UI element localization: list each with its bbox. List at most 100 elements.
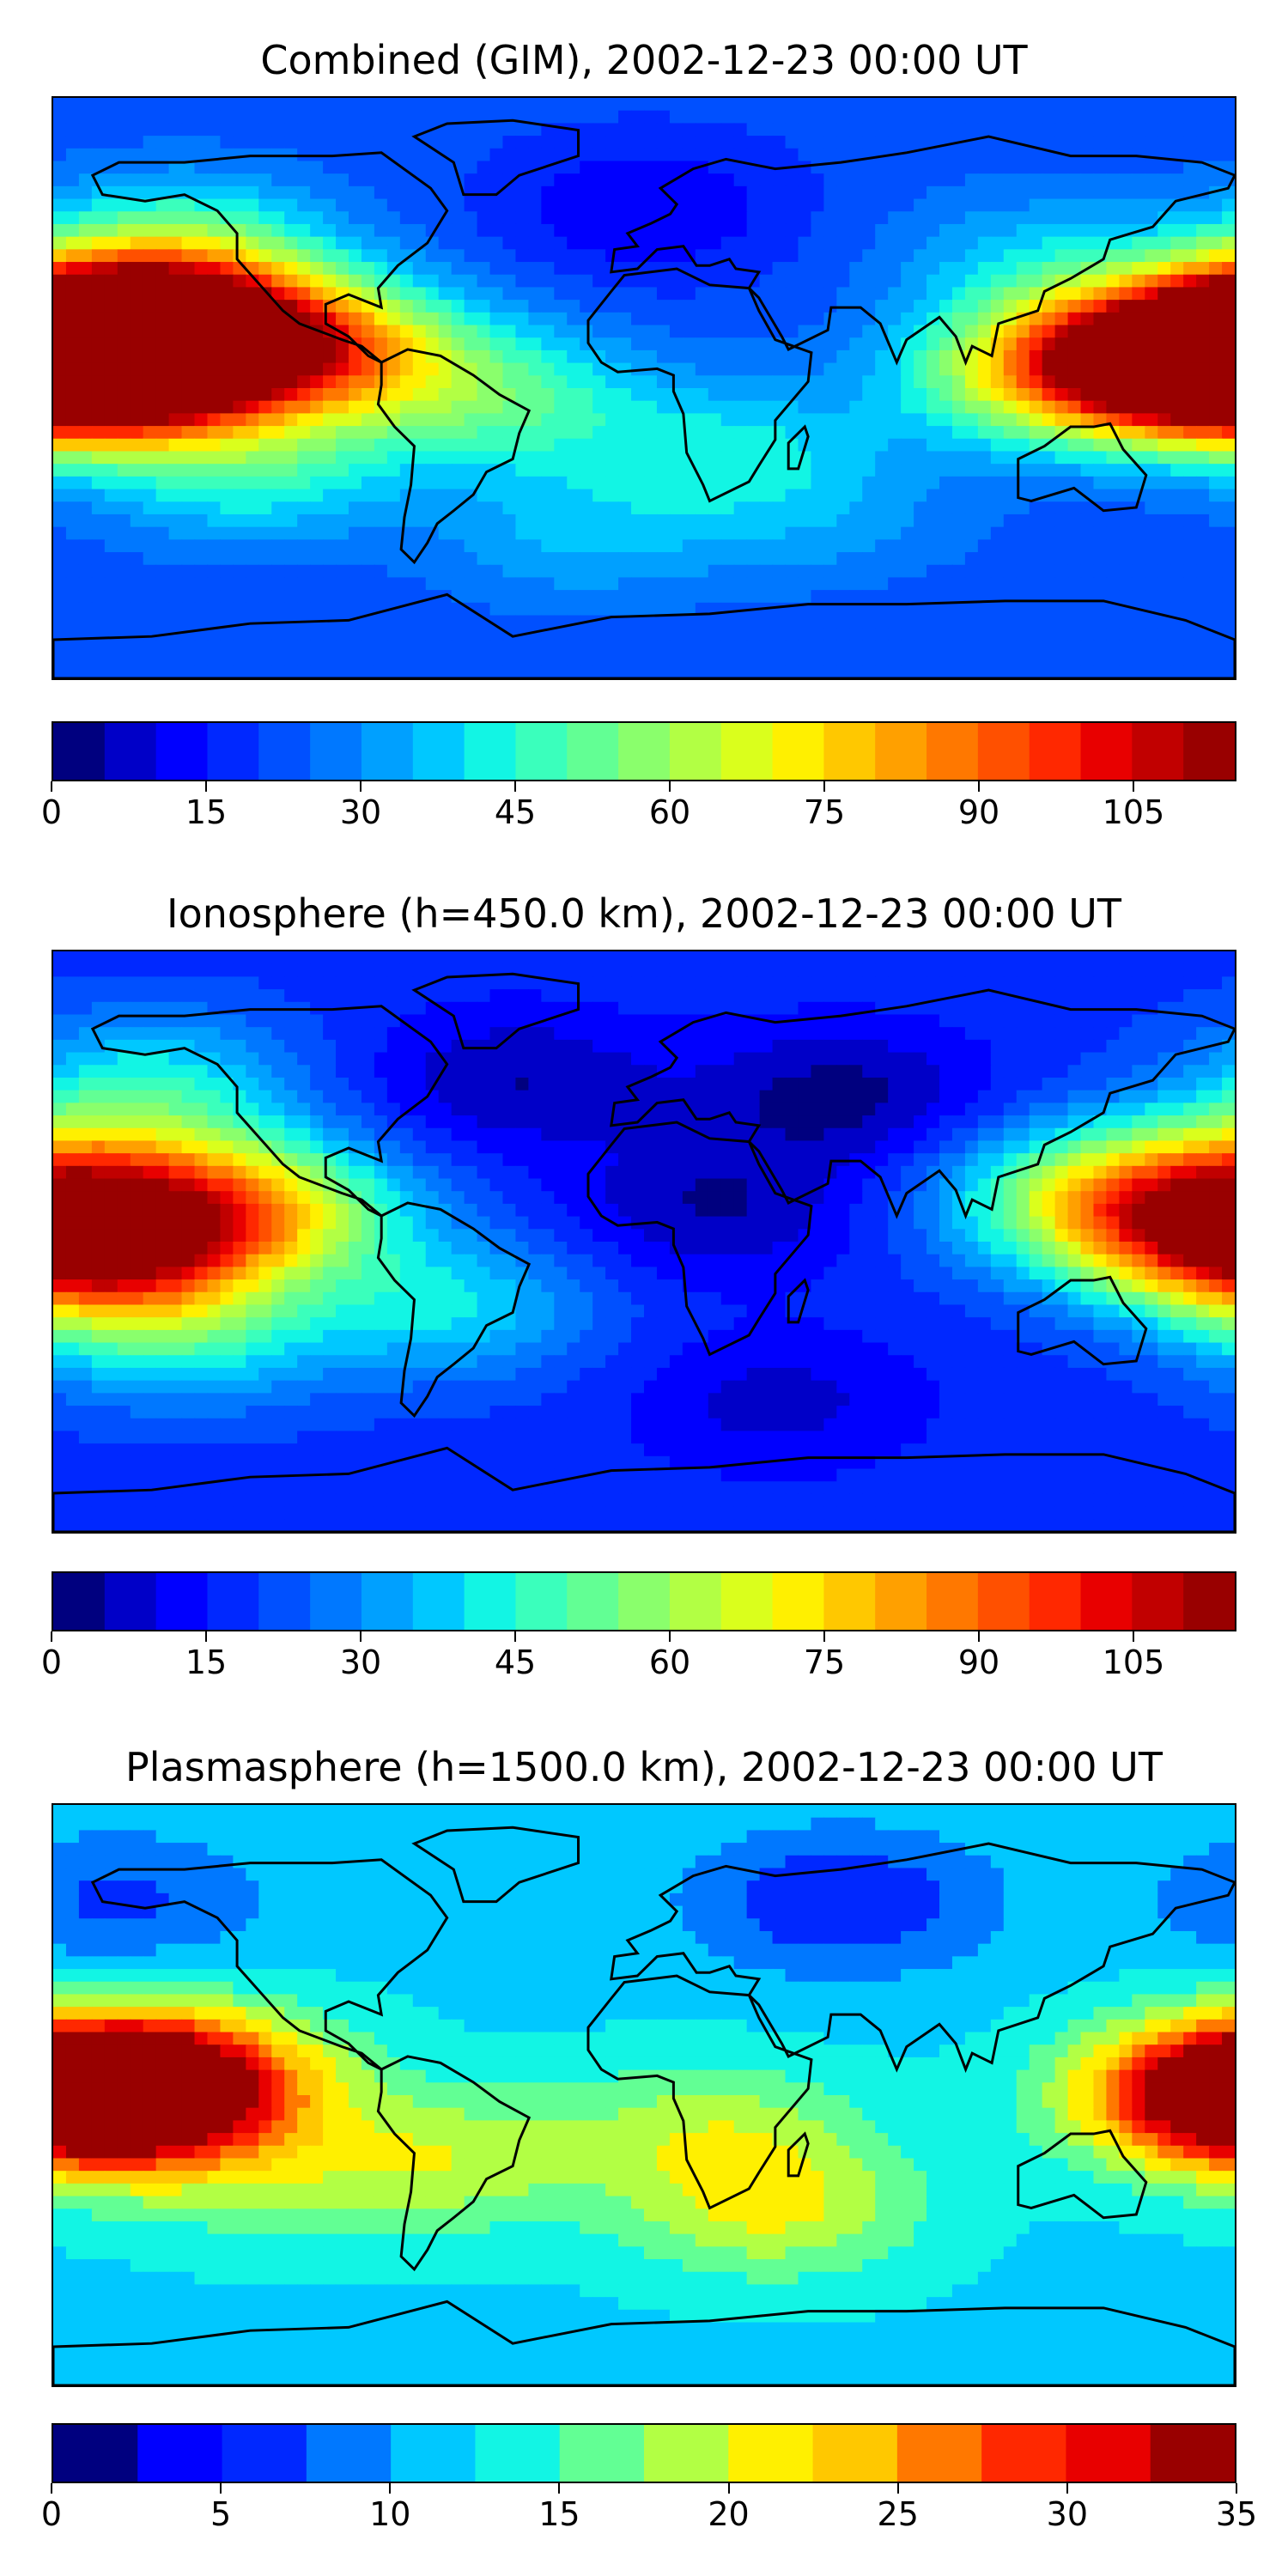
colorbar-bin [559, 2425, 645, 2482]
colorbar-bin [728, 2425, 814, 2482]
colorbar-tick [978, 781, 980, 792]
panel-title-ionosphere: Ionosphere (h=450.0 km), 2002-12-23 00:0… [167, 890, 1121, 937]
colorbar-tick-label: 15 [185, 1643, 228, 1681]
colorbar-bin [1150, 2425, 1235, 2482]
coastline-ionosphere-2 [376, 1201, 532, 1419]
coastline-combined-3 [610, 135, 1235, 367]
colorbar-tick-label: 15 [538, 2495, 580, 2533]
coastline-plasmasphere-7 [53, 2300, 1235, 2385]
colorbar-tick-label: 5 [210, 2495, 232, 2533]
colorbar-bin [823, 1573, 876, 1630]
colorbar-combined [52, 721, 1236, 781]
colorbar-tick [823, 781, 825, 792]
colorbar-bin [812, 2425, 898, 2482]
coastline-combined-5 [1017, 422, 1148, 513]
colorbar-tick-label: 105 [1102, 793, 1165, 831]
coastline-plasmasphere-3 [610, 1842, 1235, 2074]
colorbar-tick [896, 2483, 899, 2494]
colorbar-bin [53, 723, 106, 780]
colorbar-tick-label: 60 [648, 1643, 691, 1681]
colorbar-tick-label: 0 [40, 793, 63, 831]
colorbar-tick-label: 35 [1215, 2495, 1258, 2533]
colorbar-tick-label: 25 [877, 2495, 919, 2533]
colorbar-tick [205, 781, 207, 792]
colorbar-bin [720, 723, 774, 780]
colorbar-bin [464, 1573, 516, 1630]
colorbar-tick-label: 90 [957, 1643, 1000, 1681]
colorbar-tick [514, 1631, 516, 1642]
colorbar-tick [978, 1631, 980, 1642]
colorbar-bin [361, 723, 414, 780]
colorbar-bin [412, 1573, 465, 1630]
colorbar-bin [1183, 1573, 1235, 1630]
colorbar-tick [51, 781, 52, 792]
colorbar-tick-label: 45 [494, 1643, 537, 1681]
colorbar-tick-label: 0 [40, 1643, 63, 1681]
coastline-ionosphere-5 [1017, 1275, 1148, 1366]
colorbar-plasmasphere [52, 2423, 1236, 2483]
colorbar-tick [360, 781, 361, 792]
colorbar-bin [464, 723, 516, 780]
colorbar-tick [514, 781, 516, 792]
colorbar-tick [669, 781, 671, 792]
colorbar-tick-label: 75 [803, 793, 846, 831]
coastline-combined-1 [411, 118, 580, 197]
coastline-ionosphere-1 [411, 972, 580, 1050]
colorbar-bin [310, 723, 362, 780]
colorbar-tick-label: 105 [1102, 1643, 1165, 1681]
colorbar-bin [977, 723, 1030, 780]
heatmap-combined [53, 98, 1235, 678]
colorbar-tick [51, 1631, 52, 1642]
colorbar-bin [1029, 723, 1082, 780]
coastline-ionosphere-0 [90, 1005, 449, 1218]
colorbar-bin [1066, 2425, 1151, 2482]
colorbar-bin [669, 1573, 722, 1630]
colorbar-ticks-combined: 0 15 30 45 60 75 90 105 [41, 781, 1236, 833]
colorbar-tick-label: 45 [494, 793, 537, 831]
colorbar-tick [1133, 781, 1134, 792]
colorbar-bin [618, 723, 671, 780]
map-ionosphere [52, 950, 1236, 1534]
colorbar-tick [558, 2483, 561, 2494]
coastline-plasmasphere-5 [1017, 2129, 1148, 2220]
coastline-plasmasphere-1 [411, 1826, 580, 1904]
colorbar-bin [155, 723, 208, 780]
panel-title-plasmasphere: Plasmasphere (h=1500.0 km), 2002-12-23 0… [125, 1744, 1163, 1790]
colorbar-bin [137, 2425, 223, 2482]
coastline-plasmasphere-0 [90, 1858, 449, 2071]
coastline-ionosphere-6 [787, 1278, 810, 1324]
heatmap-plasmasphere [53, 1805, 1235, 2385]
colorbar-bin [618, 1573, 671, 1630]
colorbar-bin [927, 1573, 979, 1630]
colorbar-ionosphere [52, 1571, 1236, 1631]
coastline-plasmasphere-4 [586, 1974, 813, 2210]
colorbar-bin [896, 2425, 982, 2482]
colorbar-tick [727, 2483, 730, 2494]
colorbar-tick [360, 1631, 361, 1642]
colorbar-tick-label: 30 [339, 1643, 382, 1681]
colorbar-bin [772, 723, 824, 780]
coastline-ionosphere-3 [610, 988, 1235, 1220]
coastline-ionosphere-4 [586, 1121, 813, 1357]
colorbar-tick [220, 2483, 222, 2494]
colorbar-tick-label: 15 [185, 793, 228, 831]
coastline-plasmasphere-2 [376, 2055, 532, 2272]
colorbar-bin [1183, 723, 1235, 780]
colorbar-tick-label: 10 [369, 2495, 411, 2533]
colorbar-bin [567, 1573, 619, 1630]
colorbar-ticks-plasmasphere: 0 5 10 15 20 25 30 35 [41, 2483, 1257, 2535]
colorbar-bin [391, 2425, 476, 2482]
panel-title-combined: Combined (GIM), 2002-12-23 00:00 UT [260, 37, 1028, 83]
colorbar-bin [1029, 1573, 1082, 1630]
colorbar-bin [875, 1573, 927, 1630]
colorbar-bin [515, 1573, 568, 1630]
colorbar-bin [306, 2425, 392, 2482]
colorbar-tick [205, 1631, 207, 1642]
colorbar-bin [207, 1573, 259, 1630]
colorbar-tick-label: 90 [957, 793, 1000, 831]
coastline-combined-4 [586, 267, 813, 503]
coastline-combined-2 [376, 348, 532, 565]
colorbar-bin [310, 1573, 362, 1630]
colorbar-bin [1132, 1573, 1184, 1630]
colorbar-bin [567, 723, 619, 780]
